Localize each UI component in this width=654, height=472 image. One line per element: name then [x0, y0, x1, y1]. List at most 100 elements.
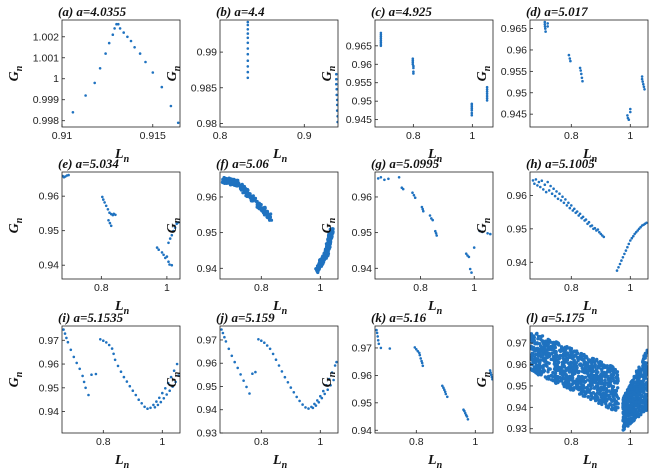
data-point	[415, 348, 418, 351]
y-tick-label: 0.95	[507, 380, 528, 392]
data-point	[637, 365, 641, 369]
x-tick-label: 0.8	[564, 282, 579, 294]
data-point	[412, 64, 415, 68]
x-axis-label-main: L	[272, 299, 282, 314]
data-point	[63, 332, 67, 335]
data-point	[578, 354, 583, 358]
data-point	[397, 176, 401, 179]
data-point	[75, 361, 78, 365]
data-point	[481, 230, 484, 234]
data-point	[322, 389, 325, 393]
data-point	[573, 207, 576, 211]
data-point	[549, 378, 554, 382]
data-point	[603, 381, 608, 386]
x-tick-label: 1	[164, 282, 170, 294]
data-point	[533, 368, 537, 372]
data-point	[553, 353, 558, 358]
y-tick-label: 0.99	[197, 47, 218, 59]
data-point	[552, 350, 556, 354]
data-point	[579, 357, 583, 361]
data-point	[586, 378, 590, 382]
data-point	[233, 360, 236, 364]
y-tick-label: 0.95	[352, 397, 373, 409]
y-tick-label: 0.94	[507, 257, 528, 269]
x-tick-label: 0.8	[213, 130, 228, 142]
data-point	[581, 385, 585, 389]
data-point	[631, 409, 636, 413]
y-tick-label: 0.96	[197, 191, 218, 203]
data-point	[376, 335, 380, 338]
axes-frame	[529, 19, 649, 128]
data-point	[114, 213, 117, 217]
data-point	[304, 406, 307, 409]
data-point	[594, 384, 598, 388]
data-point	[576, 374, 581, 379]
data-point	[534, 332, 539, 336]
data-point	[629, 110, 632, 114]
data-point	[248, 392, 251, 395]
data-point	[319, 264, 324, 268]
data-point	[485, 90, 489, 93]
y-axis-label-main: G	[7, 377, 22, 387]
data-point	[246, 52, 250, 56]
data-point	[565, 204, 569, 207]
data-point	[646, 371, 648, 375]
data-point	[584, 218, 588, 221]
data-point	[545, 360, 549, 365]
y-tick-label: 0.96	[507, 44, 528, 56]
subplot-title: (c) a=4.925	[371, 4, 432, 19]
data-point	[234, 180, 238, 184]
data-point	[537, 180, 541, 184]
data-point	[411, 191, 414, 194]
data-point	[335, 98, 338, 102]
y-tick-label: 0.95	[197, 381, 218, 393]
data-point	[160, 251, 164, 254]
data-point	[323, 392, 327, 396]
data-point	[568, 348, 573, 352]
data-point	[169, 104, 173, 108]
data-point	[615, 395, 619, 399]
x-axis-label: Ln	[427, 147, 443, 165]
data-point	[595, 391, 600, 395]
data-point	[168, 237, 172, 240]
data-point	[113, 358, 117, 362]
data-point	[224, 340, 228, 343]
y-tick-label: 0.94	[197, 404, 218, 416]
data-point	[560, 360, 565, 365]
data-point	[536, 184, 539, 187]
data-point	[254, 370, 257, 374]
x-tick-label: 1	[627, 130, 633, 142]
y-tick-label: 0.96	[507, 190, 528, 202]
data-point	[530, 368, 534, 372]
data-point	[606, 405, 610, 409]
y-tick-label: 0.985	[191, 82, 217, 94]
subplot-title: (f) a=5.06	[216, 156, 269, 171]
data-point	[600, 379, 604, 383]
data-point	[324, 251, 328, 255]
data-point	[168, 389, 171, 393]
data-point	[105, 341, 108, 344]
data-point	[604, 372, 608, 376]
data-point	[628, 413, 632, 417]
data-point	[640, 75, 644, 78]
data-point	[133, 46, 136, 49]
data-point	[152, 403, 155, 407]
data-points	[530, 331, 648, 432]
x-tick-label: 1	[627, 282, 633, 294]
y-axis-label-sub: n	[327, 65, 338, 71]
data-point	[607, 369, 611, 373]
axes-frame	[219, 171, 339, 280]
data-point	[543, 25, 547, 28]
data-point	[377, 342, 381, 346]
data-point	[573, 353, 577, 358]
data-point	[612, 391, 616, 395]
data-point	[611, 370, 616, 374]
data-point	[257, 338, 260, 341]
data-point	[540, 353, 544, 357]
x-axis-label-sub: n	[124, 460, 130, 471]
data-point	[633, 232, 636, 236]
data-point	[93, 81, 96, 85]
data-point	[607, 366, 611, 371]
